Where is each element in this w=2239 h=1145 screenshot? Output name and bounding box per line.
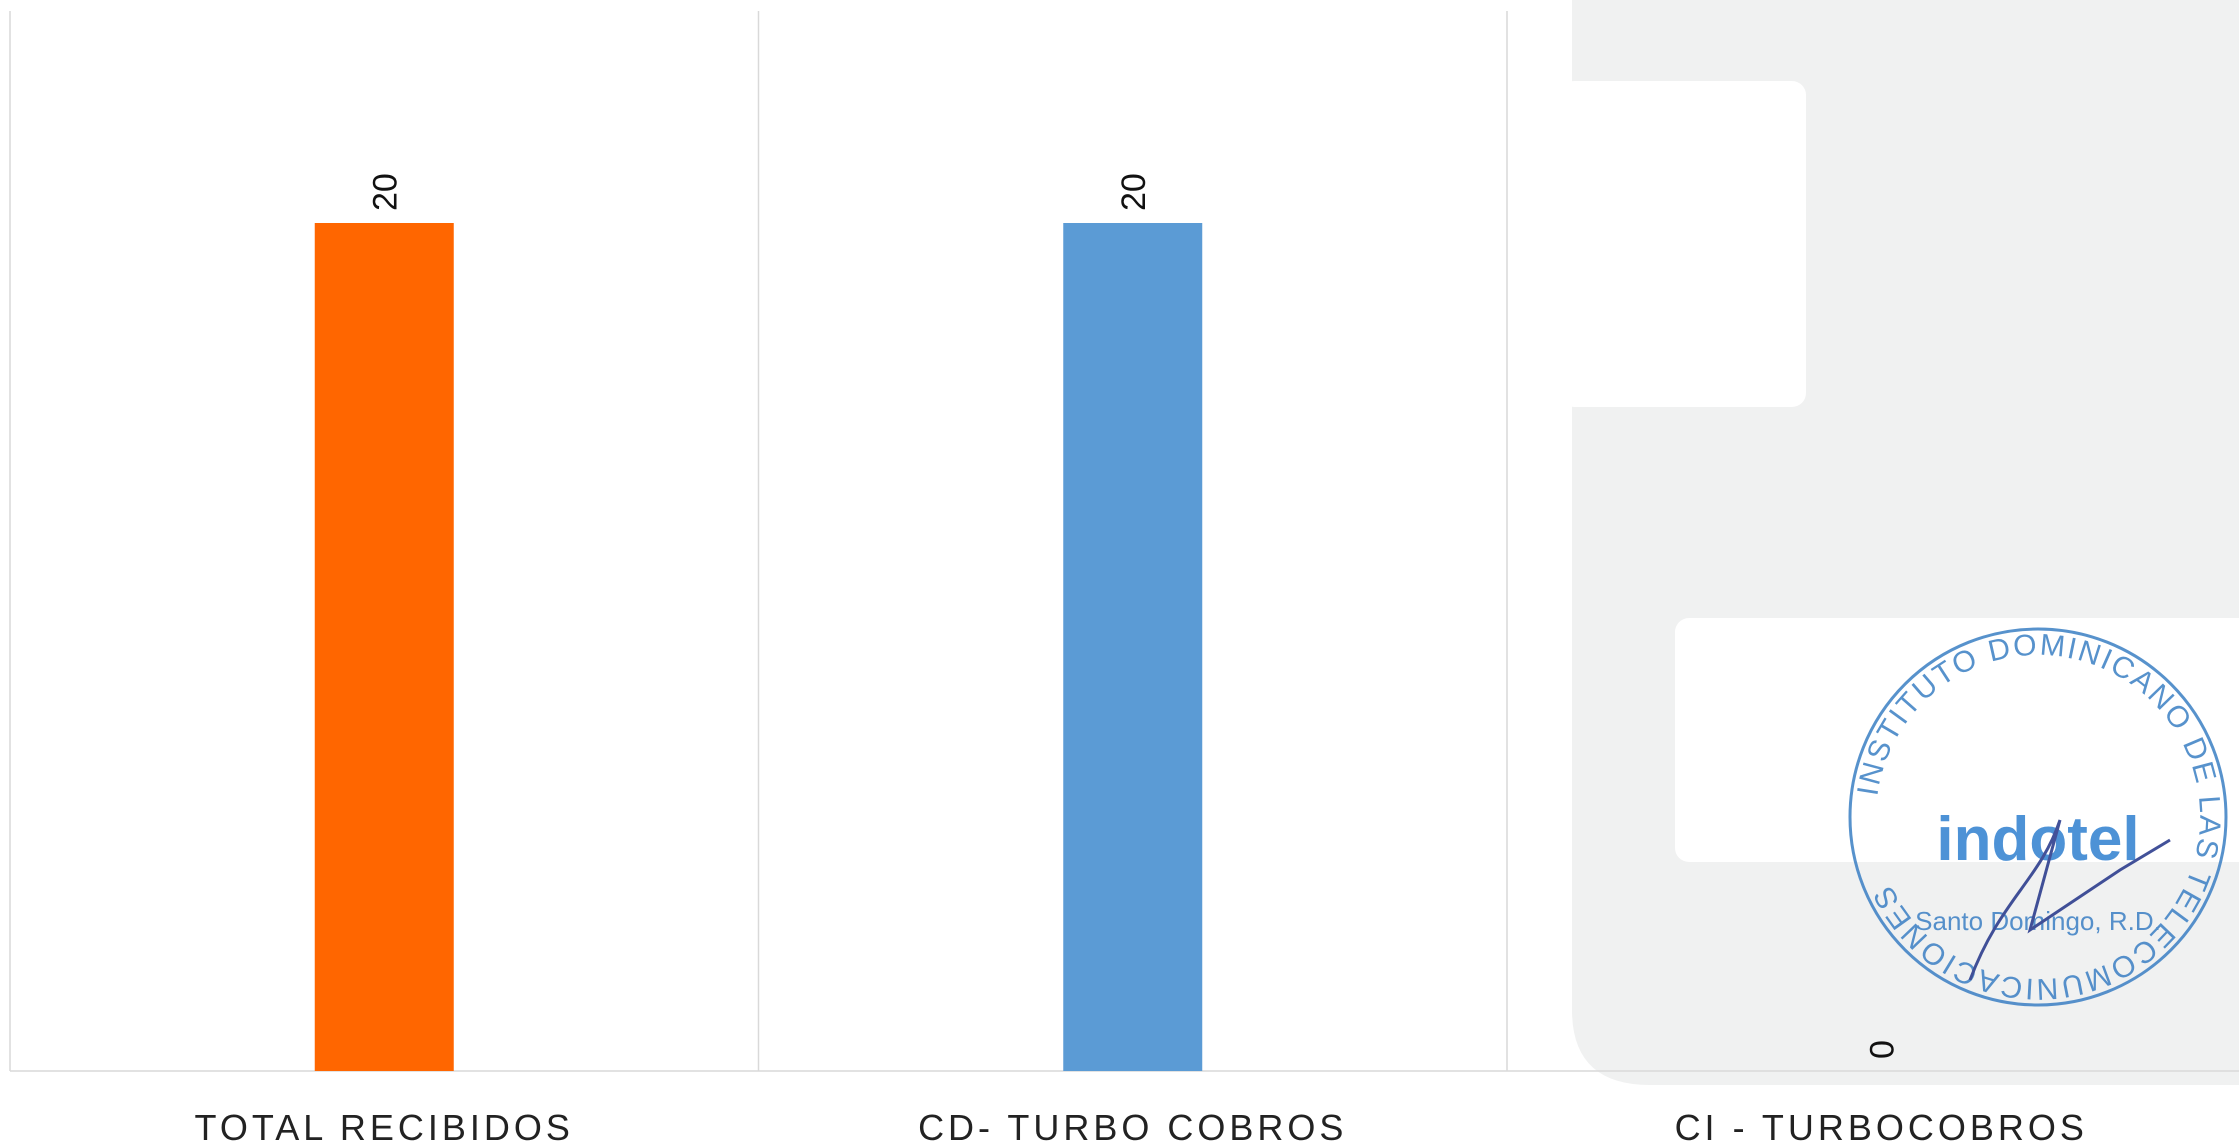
x-tick-label: TOTAL RECIBIDOS: [195, 1107, 574, 1145]
stamp-city: Santo Domingo, R.D.: [1915, 906, 2161, 936]
stamp-ring: [1848, 627, 2228, 1007]
bar: [314, 223, 454, 1071]
value-label: 20: [366, 173, 404, 211]
bar: [1063, 223, 1203, 1071]
value-label: 0: [1863, 1040, 1901, 1059]
value-label: 20: [1115, 173, 1153, 211]
plot-area: TOTAL RECIBIDOS 20 CD- TURBO COBROS 20 CI - …: [9, 11, 2239, 1145]
x-tick-label: CD- TURBO COBROS: [918, 1107, 1347, 1145]
background-shape: [1560, 0, 2239, 1085]
x-tick-label: CI - TURBOCOBROS: [1675, 1107, 2088, 1145]
signature: [1968, 819, 2171, 981]
